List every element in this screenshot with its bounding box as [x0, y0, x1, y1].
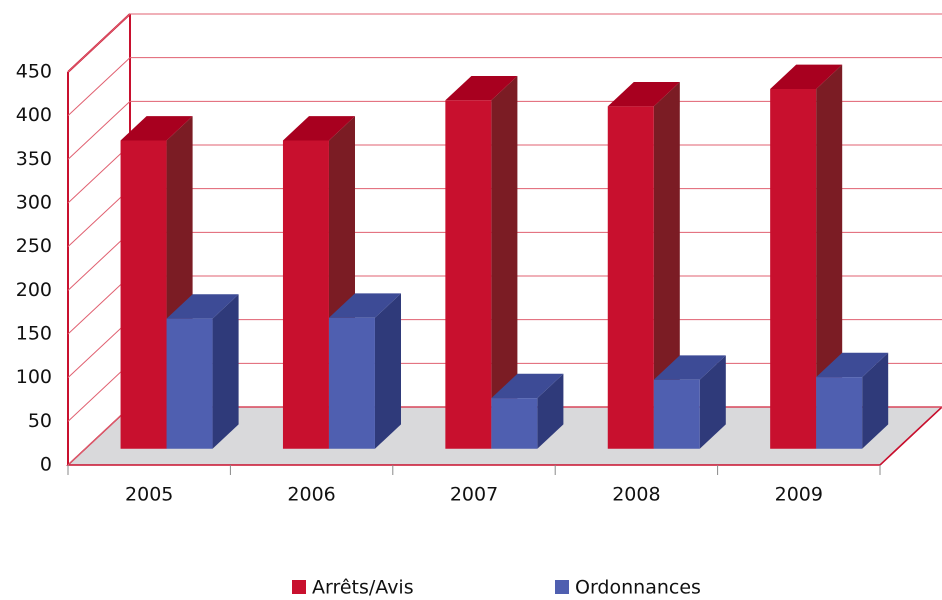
legend-swatch	[555, 580, 569, 594]
grid-line	[67, 231, 131, 291]
bar-top	[282, 116, 355, 141]
bar-front	[445, 100, 492, 449]
bar-top	[120, 116, 193, 141]
x-tick-label: 2005	[125, 484, 173, 506]
bar-front	[491, 398, 538, 449]
bar-side	[212, 294, 239, 449]
y-tick-label: 450	[16, 61, 52, 83]
bar-side	[653, 82, 680, 449]
bar-side	[816, 64, 843, 449]
y-tick-label: 0	[40, 454, 52, 476]
grid-line	[67, 319, 131, 379]
grid-line	[67, 275, 131, 335]
bar	[770, 64, 843, 449]
y-tick-label: 400	[16, 104, 52, 126]
y-tick-label: 200	[16, 279, 52, 301]
bar	[445, 75, 518, 449]
bar-side	[862, 352, 889, 449]
bar-front	[328, 317, 375, 449]
x-tick-label: 2006	[287, 484, 335, 506]
grid-line	[67, 144, 131, 204]
bar-front	[770, 88, 817, 449]
legend-label: Arrêts/Avis	[312, 577, 414, 599]
bar-side	[699, 355, 726, 449]
bar-top	[607, 82, 680, 107]
bar-top	[770, 64, 843, 89]
bar-top	[653, 355, 726, 380]
bar	[166, 294, 239, 449]
legend-label: Ordonnances	[575, 577, 701, 599]
grid-line	[67, 362, 131, 422]
grid-line	[67, 100, 131, 160]
bar-side	[491, 75, 518, 449]
x-tick-label: 2008	[612, 484, 660, 506]
bar	[328, 293, 401, 449]
x-tick-label: 2009	[775, 484, 823, 506]
grid-line	[67, 406, 131, 466]
bar-front	[816, 377, 863, 449]
y-tick-label: 100	[16, 366, 52, 388]
bar-front	[607, 106, 654, 449]
grid-line	[67, 57, 131, 117]
x-tick-label: 2007	[450, 484, 498, 506]
y-tick-label: 350	[16, 148, 52, 170]
axis-line	[879, 406, 942, 466]
bar-side	[374, 293, 401, 449]
legend-swatch	[292, 580, 306, 594]
bar	[653, 355, 726, 449]
bar-front	[653, 379, 700, 449]
bar-side	[537, 373, 564, 449]
y-tick-label: 50	[28, 410, 52, 432]
bar	[607, 82, 680, 449]
bar-front	[120, 140, 167, 449]
bar-top	[816, 352, 889, 378]
grid-line	[67, 188, 131, 248]
bar-top	[491, 373, 564, 399]
grid-line	[67, 13, 131, 73]
bar-top	[328, 293, 401, 318]
bar	[491, 373, 564, 449]
y-tick-label: 250	[16, 235, 52, 257]
bar-front	[282, 140, 329, 449]
bar-front	[166, 318, 213, 449]
bar-top	[445, 75, 518, 101]
y-tick-label: 300	[16, 192, 52, 214]
bar	[816, 352, 889, 449]
bar-top	[166, 294, 239, 319]
y-tick-label: 150	[16, 323, 52, 345]
